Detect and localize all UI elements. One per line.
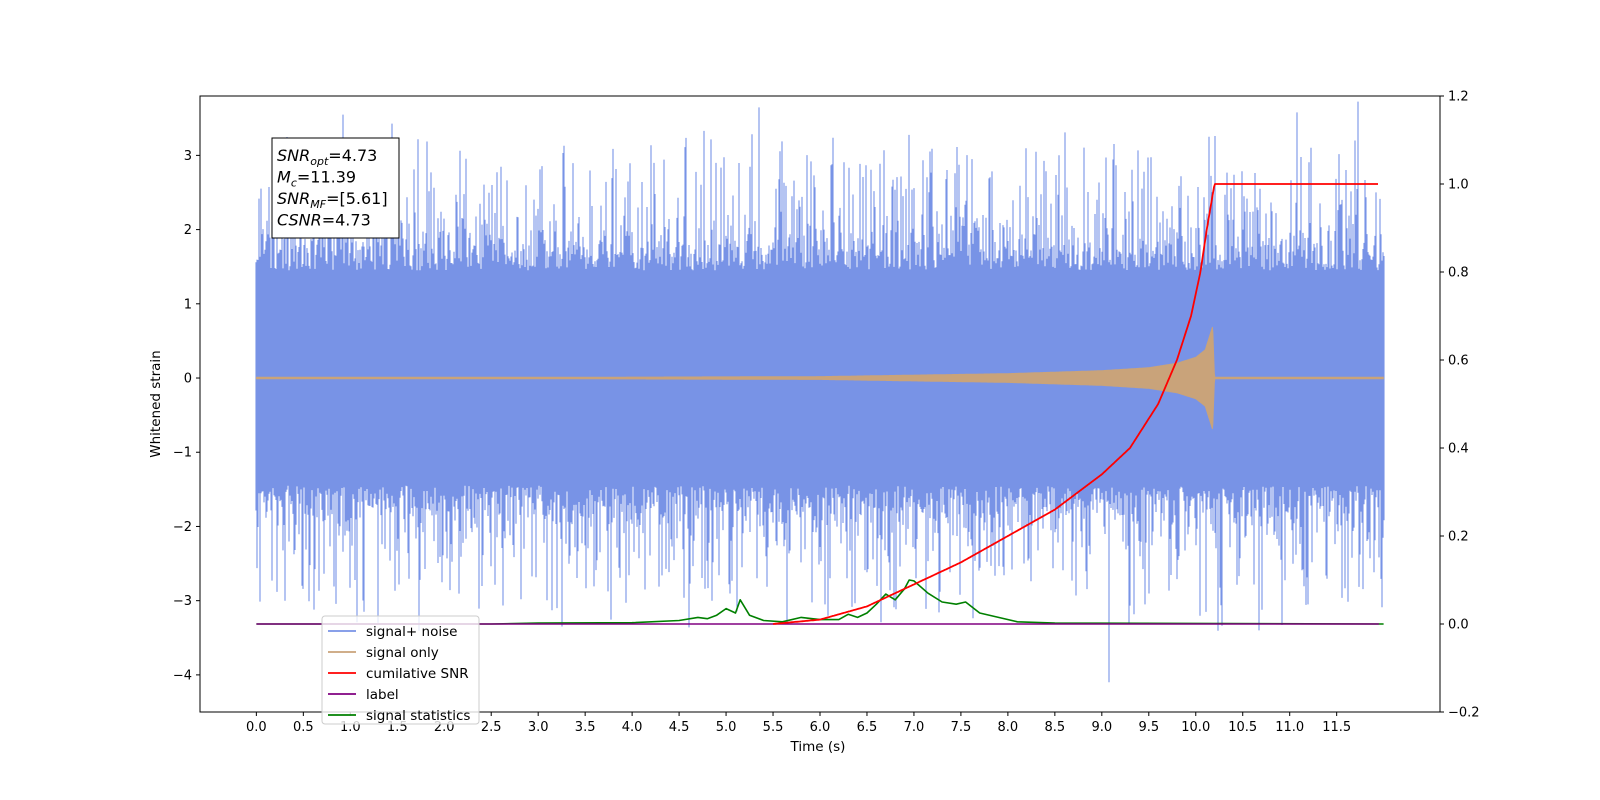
x-tick-label: 9.5 [1138, 720, 1159, 735]
y-tick-label: 0 [184, 372, 192, 387]
y-right-tick-label: 0.8 [1448, 266, 1469, 281]
series-line-signal-statistics [256, 579, 1384, 625]
y-right-tick-label: 0.0 [1448, 618, 1469, 633]
x-tick-label: 7.5 [951, 720, 972, 735]
x-tick-label: 10.5 [1228, 720, 1257, 735]
series-line-cumulative-snr [772, 183, 1378, 625]
series-line-signal-only [255, 326, 1384, 430]
x-tick-label: 11.5 [1322, 720, 1351, 735]
legend-label: label [366, 687, 399, 703]
info-value: =11.39 [297, 168, 356, 187]
info-line: Mc=11.39 [277, 168, 356, 190]
x-tick-label: 6.0 [810, 720, 831, 735]
x-axis-label: Time (s) [790, 739, 846, 755]
legend-label: cumilative SNR [366, 666, 469, 682]
legend: signal+ noise signal only cumilative SNR la… [321, 615, 480, 725]
x-tick-label: 4.0 [622, 720, 643, 735]
x-tick-label: 2.5 [481, 720, 502, 735]
y-tick-label: −1 [173, 446, 192, 461]
y-tick-label: −2 [173, 520, 192, 535]
info-value: =4.73 [322, 211, 371, 230]
y-right-tick-label: −0.2 [1448, 706, 1480, 721]
legend-label: signal only [366, 645, 439, 661]
x-tick-label: 8.0 [998, 720, 1019, 735]
x-tick-label: 7.0 [904, 720, 925, 735]
info-subscript: opt [310, 155, 329, 168]
legend-frame [321, 615, 480, 725]
x-tick-label: 9.0 [1091, 720, 1112, 735]
info-subscript: MF [310, 198, 326, 211]
y-tick-label: 2 [184, 223, 192, 238]
y-tick-label: −3 [173, 594, 192, 609]
info-box-frame [271, 137, 400, 239]
info-symbol: SNR [277, 189, 310, 208]
x-tick-label: 3.5 [575, 720, 596, 735]
info-symbol: M [277, 168, 291, 187]
x-tick-label: 0.5 [293, 720, 314, 735]
y-tick-label: 1 [184, 297, 192, 312]
info-symbol: CSNR [277, 211, 322, 230]
info-subscript: c [291, 177, 297, 190]
x-tick-label: 11.0 [1275, 720, 1304, 735]
info-line: CSNR=4.73 [277, 211, 371, 230]
x-tick-label: 4.5 [669, 720, 690, 735]
info-line: SNRopt=4.73 [277, 146, 377, 168]
info-value: =4.73 [328, 146, 377, 165]
x-tick-label: 8.5 [1045, 720, 1066, 735]
x-tick-label: 10.0 [1181, 720, 1210, 735]
x-tick-label: 0.0 [246, 720, 267, 735]
x-tick-label: 3.0 [528, 720, 549, 735]
x-tick-label: 5.0 [716, 720, 737, 735]
x-tick-label: 5.5 [763, 720, 784, 735]
y-right-tick-label: 0.4 [1448, 442, 1469, 457]
y-right-tick-label: 0.6 [1448, 354, 1469, 369]
info-value: =[5.61] [326, 189, 388, 208]
legend-label: signal statistics [366, 708, 470, 724]
y-right-tick-label: 1.0 [1448, 178, 1469, 193]
info-line: SNRMF=[5.61] [277, 189, 388, 211]
info-symbol: SNR [277, 146, 310, 165]
x-tick-label: 6.5 [857, 720, 878, 735]
legend-label: signal+ noise [366, 624, 457, 640]
y-right-tick-label: 1.2 [1448, 90, 1469, 105]
y-axis-label: Whitened strain [148, 350, 164, 457]
y-tick-label: −4 [173, 668, 192, 683]
y-right-tick-label: 0.2 [1448, 530, 1469, 545]
y-tick-label: 3 [184, 149, 192, 164]
axes: 0.0 0.5 1.0 1.5 2.0 2.5 3.0 3.5 4.0 4.5 5.0 5.5 6.0 6… [173, 90, 1480, 736]
